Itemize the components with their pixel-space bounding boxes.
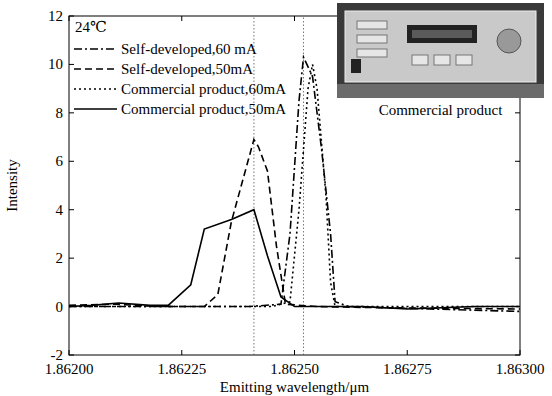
y-tick [69,64,74,65]
y-tick-right [515,258,520,259]
legend-label: Self-developed,50mA [121,61,253,77]
device-button [357,21,387,29]
y-tick-label: 12 [48,8,63,24]
y-tick [69,161,74,162]
series-line [69,210,520,309]
device-button [357,35,387,43]
x-tick [520,350,521,355]
legend-swatch [74,108,117,110]
device-button [357,49,387,57]
photo-table [337,84,544,98]
y-tick-label: 4 [56,202,64,218]
photo-background [337,3,544,98]
y-tick-label: 10 [48,56,63,72]
legend-label: Self-developed,60 mA [121,41,257,57]
x-tick-top [181,16,182,21]
x-tick-label: 1.86300 [496,361,545,377]
x-tick [69,350,70,355]
x-axis-title: Emitting wavelength/μm [220,379,370,395]
device-button [412,55,428,65]
device-display [407,25,477,43]
device-panel [345,11,536,82]
inset-photo [337,3,544,98]
y-tick-label: 0 [56,299,64,315]
legend-swatch [74,88,117,90]
x-tick-top [294,16,295,21]
legend-label: Commercial product,50mA [121,101,286,117]
device-digits [412,30,472,38]
temperature-label: 24℃ [75,19,107,35]
legend-swatch [74,48,117,50]
y-axis-title: Intensity [4,159,20,212]
y-tick-label: 6 [56,153,64,169]
y-tick [69,16,74,17]
y-tick-label: 8 [56,105,64,121]
y-tick [69,209,74,210]
legend-label: Commercial product,60mA [121,81,286,97]
x-tick-top [69,16,70,21]
y-tick [69,258,74,259]
legend-swatch [74,68,117,70]
y-tick-right [515,161,520,162]
x-tick-label: 1.86250 [270,361,319,377]
x-tick [407,350,408,355]
y-tick-right [515,112,520,113]
y-tick-right [515,209,520,210]
x-tick-label: 1.86225 [157,361,206,377]
photo-caption: Commercial product [379,102,504,118]
chart: 1.862001.862251.862501.862751.86300-2024… [0,0,552,396]
series-line [69,64,520,306]
y-tick-right [515,355,520,356]
x-tick-label: 1.86200 [45,361,94,377]
y-tick-label: -2 [51,347,64,363]
series-line [69,139,520,308]
legend: Self-developed,60 mA Self-developed,50mA C… [74,41,286,117]
device-button [456,55,472,65]
y-tick-label: 2 [56,250,64,266]
x-tick [181,350,182,355]
x-tick [294,350,295,355]
x-tick-label: 1.86275 [383,361,432,377]
reference-line [253,16,254,355]
device-button [434,55,450,65]
caption-patch [376,101,507,119]
y-tick [69,112,74,113]
device-switch [351,59,361,73]
y-tick [69,355,74,356]
device-knob [497,29,521,53]
